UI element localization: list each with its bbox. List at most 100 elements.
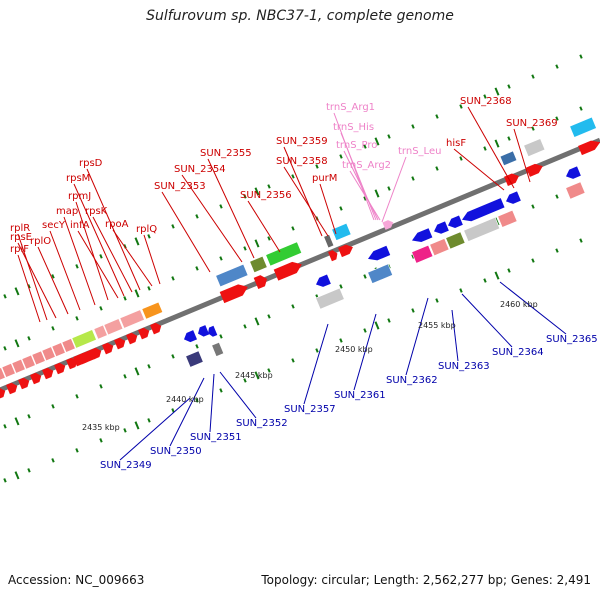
SUN_2353-block-shape	[215, 263, 249, 288]
hisF-block	[499, 150, 518, 167]
tick-mark	[3, 294, 7, 299]
tick-mark	[195, 344, 199, 349]
SUN_2366-block-shape	[565, 181, 586, 200]
ribosomal-block	[1, 363, 16, 378]
ribosomal-block-shape	[41, 346, 56, 362]
tick-mark	[339, 338, 343, 343]
gene-label-sun_2364: SUN_2364	[492, 347, 544, 358]
leader-line	[453, 148, 505, 191]
gene-label-sun_2350: SUN_2350	[150, 446, 202, 457]
SUN_2363-block	[445, 231, 466, 250]
SUN_2355-arrow-shape	[253, 275, 268, 289]
gene-label-map: map	[56, 206, 78, 217]
major-tick-mark	[494, 87, 500, 96]
gene-label-trns_leu: trnS_Leu	[398, 146, 441, 157]
tick-mark	[243, 378, 247, 383]
leader-line	[343, 150, 379, 221]
leader-line	[461, 293, 513, 348]
major-tick-mark	[134, 421, 140, 430]
tick-mark	[579, 238, 583, 243]
tick-mark	[243, 194, 247, 199]
forward-gene-arrow	[126, 332, 138, 345]
ribosomal-block-shape	[21, 354, 36, 370]
ribosomal-block-shape	[61, 338, 76, 353]
ribosomal-block	[11, 358, 26, 374]
SUN_2359-block	[323, 234, 335, 249]
map-block-shape	[93, 324, 108, 340]
SUN_2354-arrow-shape	[219, 284, 248, 304]
forward-gene-arrow	[114, 337, 126, 350]
gene-label-rpoa: rpoA	[105, 219, 129, 230]
gene-label-sun_2365: SUN_2365	[546, 334, 598, 345]
tick-mark	[51, 404, 55, 409]
leader-line	[451, 309, 459, 362]
rplQ-block	[141, 301, 164, 320]
gene-label-infa: infA	[70, 220, 90, 231]
major-tick-mark	[14, 471, 20, 480]
SUN_2357-block	[315, 287, 345, 310]
rpmJ-block-shape	[103, 318, 124, 336]
major-tick-mark	[14, 339, 20, 348]
tick-mark	[75, 264, 79, 269]
major-tick-mark	[254, 187, 260, 196]
SUN_2352-block-shape	[211, 341, 225, 357]
tRNA-glyph	[382, 220, 394, 230]
SUN_2355-block	[249, 255, 268, 274]
tick-mark	[219, 388, 223, 393]
SUN_2369-block	[523, 138, 546, 157]
tick-mark	[555, 248, 559, 253]
tick-mark	[51, 326, 55, 331]
kbp-label: 2445 kbp	[235, 371, 273, 380]
gene-label-trns_arg2: trnS_Arg2	[342, 160, 391, 171]
tick-mark	[267, 314, 271, 319]
SUN_2362b-arrow	[434, 221, 449, 234]
forward-gene-arrow	[6, 382, 18, 395]
tick-mark	[459, 288, 463, 293]
ribosomal-block-shape	[11, 358, 26, 374]
leader-lines	[17, 106, 567, 461]
tick-mark	[483, 94, 487, 99]
SUN_2355-block-shape	[249, 255, 268, 274]
leader-line	[353, 313, 377, 391]
SUN_2366-arrow-shape	[566, 166, 581, 179]
tRNA-glyph-shape	[382, 220, 394, 230]
SUN_2353-block	[215, 263, 249, 288]
forward-gene-arrow	[18, 377, 30, 390]
leader-line	[92, 216, 133, 293]
tick-mark	[219, 334, 223, 339]
leader-line	[73, 183, 125, 297]
tick-mark	[75, 448, 79, 453]
ribosomal-block	[51, 342, 66, 357]
gene-label-rpsk: rpsK	[85, 206, 108, 217]
leader-line	[340, 132, 377, 221]
forward-gene-arrow	[30, 372, 42, 385]
leader-line	[349, 170, 381, 221]
feature-labels: 2435 kbp 2440 kbp 2445 kbp 2450 kbp 2455 kbp…	[10, 96, 598, 471]
major-tick-mark	[14, 417, 20, 426]
leader-line	[181, 174, 243, 263]
forward-gene-arrow-shape	[42, 367, 54, 380]
rplQ-block-shape	[141, 301, 164, 320]
tick-mark	[243, 246, 247, 251]
tick-mark	[219, 204, 223, 209]
feature-glyphs	[0, 116, 600, 400]
SUN_2366-arrow	[566, 166, 581, 179]
ribosomal-block	[21, 354, 36, 370]
leader-line	[143, 234, 161, 285]
SUN_2351-arrow-shape	[208, 325, 218, 337]
SUN_2358-arrow-shape	[328, 250, 338, 262]
leader-line	[247, 200, 281, 253]
tick-mark	[3, 424, 7, 429]
tick-mark	[555, 64, 559, 69]
gene-label-rpsm: rpsM	[66, 173, 90, 184]
major-tick-mark	[134, 367, 140, 376]
ribosomal-block	[31, 350, 46, 366]
SUN_2361-arrow	[368, 245, 391, 261]
tick-mark	[315, 348, 319, 353]
gene-label-rplq: rplQ	[136, 224, 157, 235]
SUN_2349-block-shape	[185, 350, 204, 368]
leader-line	[63, 216, 96, 306]
SUN_2362c-block-shape	[429, 238, 450, 257]
forward-gene-arrow	[54, 362, 66, 375]
secY-block	[71, 329, 97, 349]
